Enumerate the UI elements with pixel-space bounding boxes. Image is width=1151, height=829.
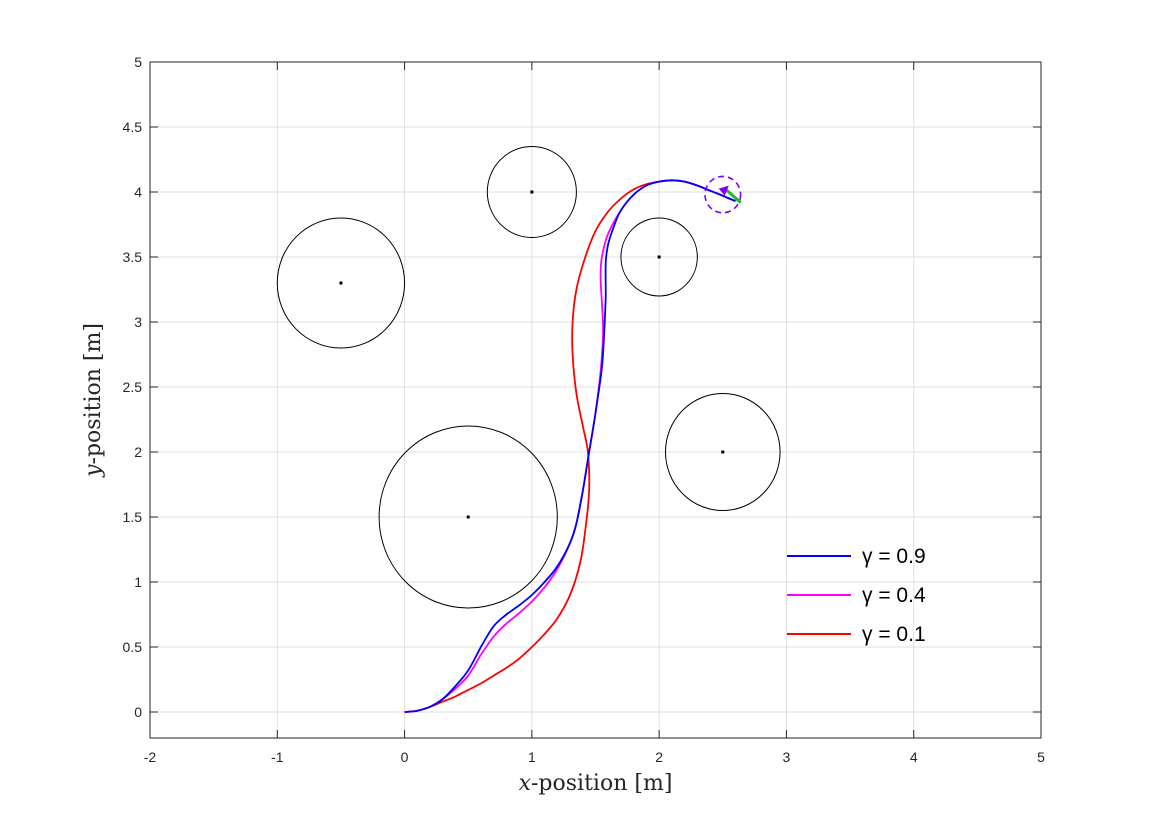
y-tick-label: 2: [134, 444, 142, 460]
legend: γ = 0.9 γ = 0.4 γ = 0.1: [787, 545, 926, 646]
obstacle-center: [339, 281, 343, 285]
x-tick-label: -2: [144, 749, 157, 765]
y-tick-label: 3: [134, 314, 142, 330]
obstacle-center: [657, 255, 661, 259]
x-tick-label: 3: [783, 749, 791, 765]
goal-marker: [718, 185, 729, 196]
plot-frame: [149, 61, 1042, 739]
x-tick-label: 0: [401, 749, 409, 765]
obstacle-center: [721, 450, 725, 454]
obstacle-circle: [378, 425, 558, 609]
y-tick-label: 4.5: [123, 119, 143, 135]
y-tick-label: 1: [134, 574, 142, 590]
y-tick-label: 5: [134, 54, 142, 70]
y-tick-label: 1.5: [123, 509, 143, 525]
obstacles: [276, 146, 781, 609]
y-tick-label: 0.5: [123, 639, 143, 655]
y-tick-label: 4: [134, 184, 142, 200]
x-tick-label: -1: [271, 749, 284, 765]
series-line: [404, 179, 736, 713]
y-tick-label: 3.5: [123, 249, 143, 265]
obstacle-center: [530, 190, 534, 194]
goal-heading-arrow: [723, 187, 742, 204]
obstacle-circle: [486, 146, 577, 238]
y-axis-label: y-position [m]: [81, 323, 106, 478]
obstacle-circle: [620, 217, 698, 297]
x-axis-label: x-position [m]: [519, 771, 673, 796]
x-tick-label: 2: [655, 749, 663, 765]
tick-labels: -2 -1 0 1 2 3 4 5 0 0.5 1 1.5 2 2.5 3 3.5 4 4.5 5: [123, 54, 1046, 765]
obstacle-circle: [665, 393, 781, 511]
x-tick-label: 4: [910, 749, 918, 765]
goal-circle: [704, 175, 742, 214]
legend-label: γ = 0.9: [862, 545, 926, 568]
x-tick-label: 5: [1037, 749, 1045, 765]
legend-label: γ = 0.1: [862, 623, 926, 646]
y-tick-label: 2.5: [123, 379, 143, 395]
trajectories: [404, 179, 736, 713]
goal-region: [704, 175, 742, 214]
obstacle-center: [466, 515, 470, 519]
x-tick-label: 1: [528, 749, 536, 765]
y-tick-label: 0: [134, 704, 142, 720]
series-line: [404, 179, 736, 713]
obstacle-circle: [276, 217, 406, 349]
series-line: [404, 179, 736, 713]
legend-label: γ = 0.4: [862, 584, 926, 607]
grid-lines: [149, 61, 1042, 738]
